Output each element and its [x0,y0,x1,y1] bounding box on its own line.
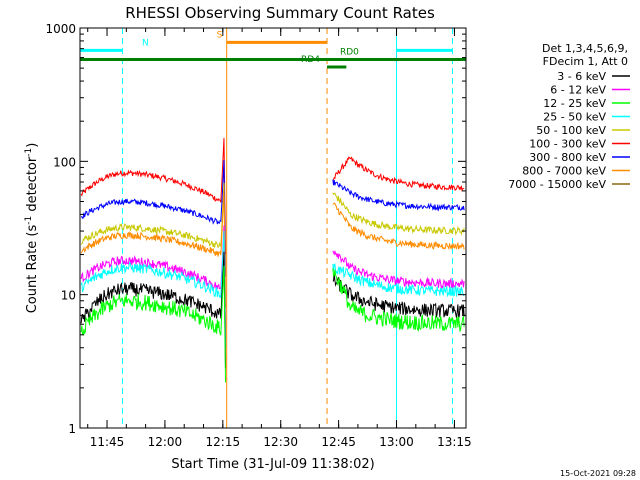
axes: 11:45 12:00 12:15 12:30 12:45 13:00 13:15 1 10 10… [45,22,471,449]
x-tick-label: 13:15 [437,435,472,449]
y-label-sup: -1 [24,148,34,157]
x-tick-label: 12:30 [263,435,298,449]
legend-entry-label: 300 - 800 keV [529,151,606,164]
legend-entry-label: 3 - 6 keV [557,70,606,83]
series-line [332,192,465,236]
footer-timestamp: 15-Oct-2021 09:28 [560,469,636,478]
legend-entry-label: 7000 - 15000 keV [508,178,606,191]
y-tick-label: 1 [68,422,76,436]
series-line [332,179,465,212]
y-label-part: Count Rate (s [25,225,40,314]
plot-area: N S RD0 RD4 [79,28,466,428]
series-line [80,251,227,369]
flag-label: S [217,30,223,40]
x-tick-label: 11:45 [90,435,125,449]
x-tick-label: 12:15 [206,435,241,449]
legend-header: Det 1,3,4,5,6,9, [542,42,628,55]
flag-label: N [142,38,149,48]
series-line [80,225,227,343]
series-line [332,202,465,251]
chart-title: RHESSI Observing Summary Count Rates [125,4,435,22]
series-line [80,265,227,383]
legend-entry-label: 6 - 12 keV [550,84,606,97]
flag-label: RD0 [340,48,359,58]
y-tick-label: 100 [53,155,76,169]
series-line [80,160,227,277]
series-line [332,263,465,297]
legend-entry-label: 50 - 100 keV [536,124,606,137]
plot-frame [79,27,467,429]
legend-header: FDecim 1, Att 0 [543,55,628,68]
y-label-part: ) [25,143,40,148]
y-label-sup: -1 [24,216,34,225]
series-line [332,156,465,192]
series-line [80,182,227,300]
series-line [332,268,465,332]
legend-entry-label: 800 - 7000 keV [522,165,606,178]
legend-entry-label: 100 - 300 keV [529,138,606,151]
x-axis-label: Start Time (31-Jul-09 11:38:02) [171,457,374,472]
series-line [332,274,465,320]
x-tick-label: 12:45 [321,435,356,449]
legend-entry-label: 25 - 50 keV [543,111,606,124]
series-line [332,250,465,290]
legend: Det 1,3,4,5,6,9,FDecim 1, Att 0 3 - 6 keV… [508,42,630,191]
x-tick-label: 13:00 [379,435,414,449]
y-tick-label: 1000 [45,22,76,36]
series-line [80,190,227,308]
legend-entry-label: 12 - 25 keV [543,97,606,110]
y-label-part: detector [25,156,40,216]
flag-label: RD4 [301,55,320,65]
series-line [80,137,227,255]
series-line [80,231,227,348]
y-axis-label: Count Rate (s-1 detector-1) [24,143,40,314]
y-tick-label: 10 [61,289,76,303]
x-tick-label: 12:00 [148,435,183,449]
